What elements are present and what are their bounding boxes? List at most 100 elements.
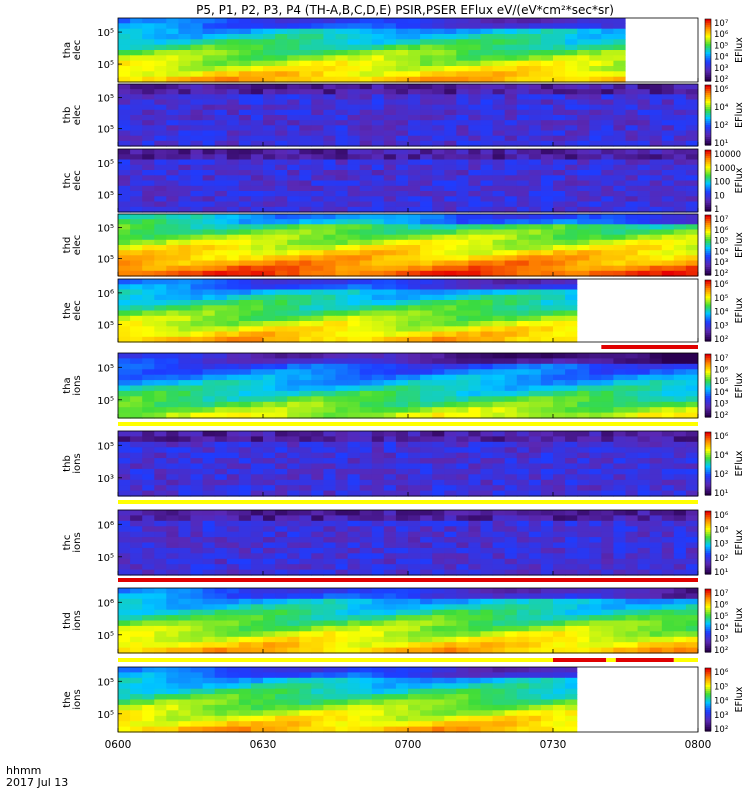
heatmap-cell: [323, 201, 337, 208]
heatmap-cell: [299, 490, 312, 497]
heatmap-cell: [250, 60, 264, 67]
heatmap-cell: [565, 115, 578, 121]
heatmap-cell: [649, 588, 663, 594]
heatmap-cell: [275, 553, 288, 560]
heatmap-cell: [444, 485, 457, 492]
heatmap-cell: [577, 407, 590, 414]
heatmap-cell: [323, 175, 337, 182]
heatmap-cell: [154, 206, 167, 213]
heatmap-cell: [275, 321, 288, 327]
heatmap-cell: [335, 104, 349, 111]
heatmap-cell: [347, 315, 361, 322]
colorbar-frame: [704, 149, 712, 212]
heatmap-cell: [613, 18, 626, 24]
heatmap-cell: [516, 441, 530, 448]
heatmap-cell: [468, 604, 482, 611]
heatmap-cell: [359, 396, 373, 403]
heatmap-cell: [335, 358, 349, 365]
heatmap-cell: [540, 270, 554, 277]
heatmap-cell: [516, 164, 530, 171]
heatmap-cell: [456, 84, 469, 90]
heatmap-cell: [214, 588, 228, 594]
heatmap-cell: [625, 463, 639, 470]
heatmap-cell: [287, 229, 300, 236]
heatmap-cell: [287, 66, 300, 72]
heatmap-cell: [432, 164, 445, 171]
heatmap-cell: [528, 125, 542, 132]
heatmap-cell: [142, 76, 155, 83]
heatmap-cell: [190, 336, 204, 343]
heatmap-cell: [130, 206, 143, 213]
heatmap-cell: [395, 358, 409, 365]
heatmap-cell: [130, 553, 143, 560]
heatmap-cell: [383, 206, 397, 213]
colorbar-swatch: [705, 440, 711, 444]
heatmap-cell: [492, 510, 506, 516]
heatmap-cell: [383, 99, 397, 106]
heatmap-cell: [637, 239, 651, 246]
colorbar-tick-label: 10¹: [714, 568, 728, 578]
heatmap-cell: [444, 564, 457, 571]
heatmap-cell: [456, 201, 469, 208]
heatmap-cell: [383, 485, 397, 492]
heatmap-cell: [492, 130, 506, 137]
heatmap-cell: [516, 18, 530, 24]
heatmap-cell: [238, 214, 252, 220]
heatmap-cell: [637, 479, 651, 486]
heatmap-cell: [311, 125, 324, 132]
heatmap-cell: [275, 60, 288, 67]
heatmap-cell: [383, 175, 397, 182]
heatmap-cell: [528, 336, 542, 343]
heatmap-cell: [250, 175, 264, 182]
heatmap-cell: [456, 76, 469, 83]
heatmap-cell: [553, 18, 566, 24]
heatmap-cell: [287, 270, 300, 277]
heatmap-cell: [528, 28, 542, 35]
heatmap-cell: [323, 60, 337, 67]
heatmap-cell: [625, 164, 639, 171]
heatmap-cell: [323, 28, 337, 35]
heatmap-cell: [492, 206, 506, 213]
heatmap-cell: [528, 260, 542, 267]
heatmap-cell: [528, 358, 542, 365]
heatmap-cell: [395, 234, 409, 241]
heatmap-cell: [311, 44, 324, 51]
colorbar-swatch: [705, 257, 711, 260]
heatmap-cell: [154, 369, 167, 376]
heatmap-cell: [154, 537, 167, 544]
heatmap-cell: [408, 89, 421, 95]
heatmap-cell: [444, 250, 457, 256]
heatmap-cell: [673, 358, 687, 365]
heatmap-cell: [553, 164, 566, 171]
heatmap-cell: [432, 94, 445, 101]
heatmap-cell: [178, 99, 192, 106]
heatmap-cell: [383, 358, 397, 365]
heatmap-cell: [625, 206, 639, 213]
heatmap-cell: [371, 604, 385, 611]
heatmap-cell: [287, 447, 300, 454]
heatmap-cell: [456, 452, 469, 459]
heatmap-cell: [130, 115, 143, 121]
heatmap-cell: [504, 130, 518, 137]
heatmap-cell: [275, 28, 288, 35]
heatmap-cell: [347, 71, 361, 78]
heatmap-cell: [565, 104, 578, 111]
colorbar-swatch: [705, 259, 711, 262]
heatmap-cell: [190, 553, 204, 560]
heatmap-cell: [275, 170, 288, 176]
heatmap-cell: [166, 50, 179, 56]
heatmap-cell: [238, 310, 252, 317]
heatmap-cell: [275, 390, 288, 397]
heatmap-cell: [347, 412, 361, 419]
heatmap-cell: [202, 154, 216, 161]
heatmap-cell: [154, 553, 167, 560]
heatmap-cell: [456, 447, 469, 454]
heatmap-cell: [649, 201, 663, 208]
heatmap-cell: [601, 76, 614, 83]
colorbar-swatch: [705, 286, 711, 289]
heatmap-cell: [238, 229, 252, 236]
heatmap-cell: [359, 130, 373, 137]
heatmap-cell: [130, 140, 143, 147]
heatmap-cell: [226, 196, 240, 203]
